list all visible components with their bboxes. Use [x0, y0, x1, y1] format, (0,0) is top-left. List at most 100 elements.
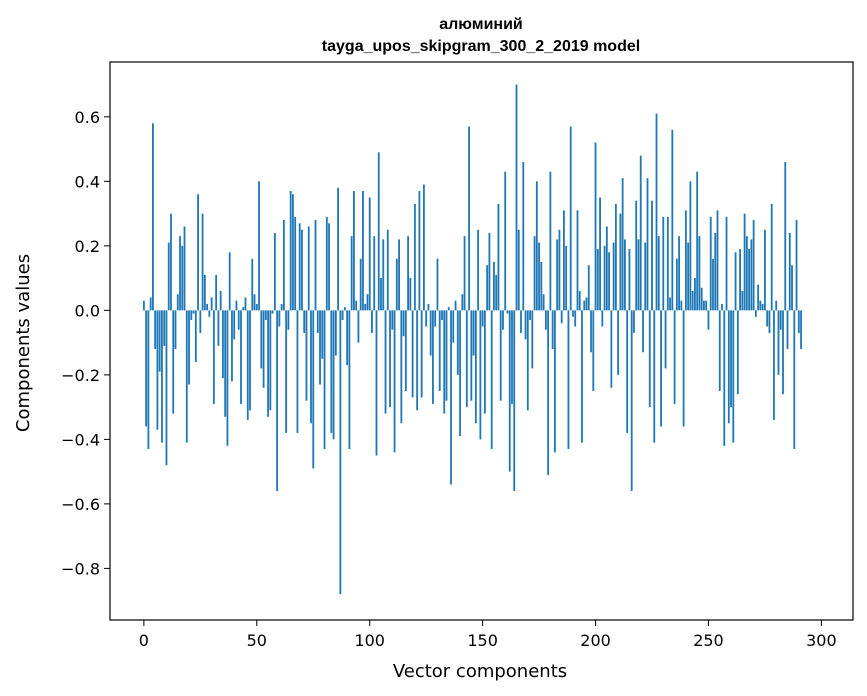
- bar: [757, 284, 760, 311]
- bar: [506, 310, 509, 314]
- bar: [276, 310, 279, 491]
- bar: [630, 310, 633, 491]
- bar: [337, 187, 339, 311]
- bar: [212, 310, 215, 404]
- bar: [240, 310, 242, 404]
- bar: [264, 310, 267, 321]
- bar: [472, 310, 475, 356]
- bar: [495, 274, 498, 311]
- bar: [477, 229, 480, 311]
- bar: [736, 310, 739, 395]
- bar: [680, 300, 683, 311]
- bar: [242, 307, 245, 311]
- bar: [226, 310, 229, 446]
- bar: [208, 310, 211, 317]
- bar: [145, 310, 148, 427]
- bar: [199, 310, 202, 333]
- bar: [402, 310, 405, 337]
- bar: [709, 216, 712, 311]
- bar: [391, 310, 394, 330]
- bar: [348, 310, 351, 450]
- bar: [793, 310, 796, 450]
- bar: [653, 310, 656, 443]
- bar: [165, 310, 168, 466]
- bar: [723, 310, 726, 446]
- bar: [671, 129, 674, 311]
- bar: [418, 191, 421, 311]
- bar: [795, 220, 798, 311]
- bar: [511, 310, 513, 404]
- bar: [167, 242, 170, 311]
- bar: [201, 213, 204, 311]
- bar: [237, 310, 240, 330]
- bar: [301, 229, 303, 311]
- bar: [542, 294, 545, 311]
- y-tick-label: 0.2: [75, 237, 100, 256]
- bar: [364, 303, 367, 311]
- bar: [786, 310, 789, 350]
- bar: [777, 310, 780, 375]
- bar: [389, 310, 391, 408]
- bar: [235, 300, 238, 311]
- bar: [181, 245, 184, 311]
- bar: [429, 310, 432, 356]
- bar: [684, 210, 687, 311]
- bar: [154, 310, 157, 350]
- bar: [434, 310, 437, 327]
- bar: [371, 310, 373, 333]
- bar: [183, 226, 186, 311]
- bar: [423, 184, 425, 311]
- bar: [538, 242, 540, 311]
- bar: [305, 310, 308, 401]
- bar: [533, 236, 536, 311]
- bar: [642, 310, 644, 353]
- bar: [174, 310, 177, 350]
- bar: [343, 307, 346, 311]
- bar: [445, 310, 448, 401]
- bar: [515, 84, 518, 311]
- bar: [705, 300, 708, 311]
- x-tick-label: 250: [693, 631, 724, 650]
- y-tick-label: 0.0: [75, 301, 100, 320]
- bar: [651, 200, 653, 311]
- bar: [784, 161, 787, 311]
- bar: [244, 297, 247, 311]
- y-tick-label: 0.6: [75, 108, 100, 127]
- bar: [296, 310, 299, 433]
- bar: [206, 303, 209, 311]
- bar: [590, 310, 592, 353]
- bar: [669, 297, 671, 311]
- bar: [215, 274, 218, 311]
- bar: [639, 155, 642, 311]
- bar: [734, 252, 737, 311]
- bar: [565, 245, 568, 311]
- chart-title: алюминий: [439, 16, 523, 33]
- y-tick-label: 0.4: [75, 172, 100, 191]
- bar: [307, 226, 310, 311]
- bar: [246, 310, 249, 421]
- bar: [450, 310, 452, 485]
- bar: [526, 310, 529, 411]
- bar: [255, 303, 258, 311]
- bar: [373, 236, 376, 311]
- bar: [210, 297, 213, 311]
- bar: [456, 310, 459, 375]
- bar: [294, 216, 297, 311]
- bar: [441, 310, 443, 321]
- x-tick-label: 50: [247, 631, 267, 650]
- bar: [585, 297, 588, 311]
- bar: [312, 310, 315, 469]
- bar: [741, 291, 744, 311]
- bar: [190, 310, 193, 321]
- bar: [576, 210, 579, 311]
- bar: [375, 310, 378, 456]
- bar: [292, 194, 294, 311]
- bar: [752, 220, 755, 311]
- bar: [694, 278, 696, 311]
- bar: [316, 310, 319, 333]
- bar: [411, 310, 414, 398]
- bar: [454, 300, 457, 311]
- bar: [179, 236, 181, 311]
- bar: [409, 278, 412, 311]
